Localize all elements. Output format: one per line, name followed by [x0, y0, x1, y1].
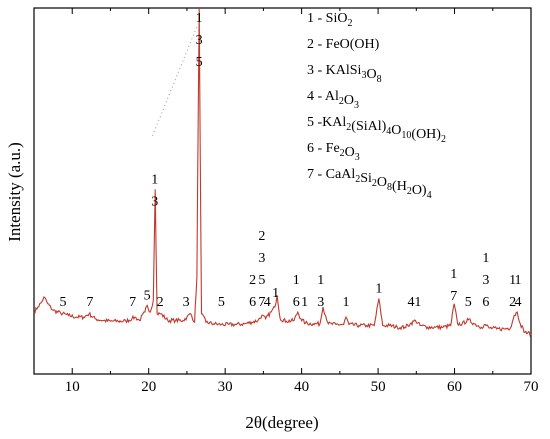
x-axis-ticks: [33, 8, 532, 374]
peak-label: 6: [249, 295, 256, 310]
peak-label: 2: [509, 295, 516, 310]
peak-label: 4: [515, 295, 522, 310]
peak-label: 3: [258, 251, 265, 266]
peak-label: 1: [515, 273, 522, 288]
x-tick-label: 40: [294, 379, 309, 395]
x-tick-label: 30: [218, 379, 233, 395]
peak-label: 3: [317, 295, 324, 310]
legend-entry-4: 4 - Al2O3: [307, 89, 359, 111]
peak-label: 1: [509, 273, 516, 288]
peak-label: 5: [258, 273, 265, 288]
peak-label: 1: [450, 267, 457, 282]
peak-label: 1: [151, 173, 158, 188]
xrd-series-line: [33, 7, 532, 338]
peak-label: 1: [272, 286, 279, 301]
peak-label: 1: [196, 11, 203, 26]
peak-label: 1: [301, 295, 308, 310]
peak-label: 1: [317, 273, 324, 288]
peak-label: 1: [414, 295, 421, 310]
x-tick-label: 70: [524, 379, 539, 395]
peak-label: 1: [342, 295, 349, 310]
peak-label: 7: [86, 295, 93, 310]
peak-label: 3: [196, 33, 203, 48]
peak-label: 7: [129, 295, 136, 310]
peak-label: 1: [293, 273, 300, 288]
legend-entry-7: 7 - CaAl2Si2O8(H2O)4: [307, 167, 432, 201]
peak-label: 1: [482, 251, 489, 266]
peak-label: 5: [144, 288, 151, 303]
x-tick-label: 60: [447, 379, 462, 395]
x-tick-label: 50: [371, 379, 386, 395]
peak-label: 6: [482, 295, 489, 310]
peak-label: 3: [151, 195, 158, 210]
peak-label: 6: [293, 295, 300, 310]
x-tick-label: 20: [141, 379, 156, 395]
x-axis-tick-labels: 10 20 30 40 50 60 70: [65, 379, 539, 395]
series-layer: [33, 7, 532, 338]
legend-entry-2: 2 - FeO(OH): [307, 37, 380, 52]
dotted-guide-line: [152, 24, 199, 136]
peak-label: 5: [465, 295, 472, 310]
dotted-guide: [152, 24, 199, 136]
peak-label: 4: [407, 295, 414, 310]
legend-entry-3: 3 - KAlSi3O8: [307, 63, 382, 85]
y-axis-label: Intensity (a.u.): [5, 142, 24, 242]
peak-label: 2: [249, 273, 256, 288]
legend-entry-5: 5 -KAl2(SiAl)4O10(OH)2: [307, 115, 446, 145]
peak-label: 7: [450, 289, 457, 304]
peak-label: 3: [183, 295, 190, 310]
legend: 1 - SiO2 2 - FeO(OH) 3 - KAlSi3O8 4 - Al2O3…: [307, 11, 446, 201]
peak-label: 5: [196, 55, 203, 70]
peak-label: 7: [258, 295, 265, 310]
plot-frame: [33, 7, 532, 375]
peak-label: 3: [482, 273, 489, 288]
legend-entry-6: 6 - Fe2O3: [307, 141, 360, 163]
x-axis-label: 2θ(degree): [245, 413, 318, 432]
peak-label: 2: [258, 229, 265, 244]
peak-label: 4: [264, 295, 271, 310]
peak-label: 2: [157, 295, 164, 310]
x-tick-label: 10: [65, 379, 80, 395]
peak-label: 5: [218, 295, 225, 310]
legend-entry-1: 1 - SiO2: [307, 11, 352, 29]
peak-label: 5: [60, 295, 67, 310]
peak-label: 1: [375, 282, 382, 297]
